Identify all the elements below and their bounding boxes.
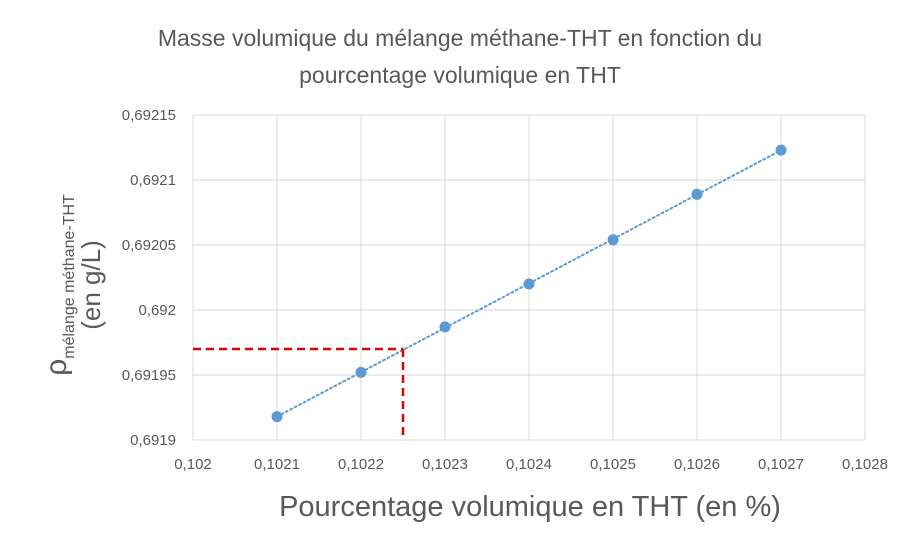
data-point <box>775 144 787 156</box>
x-axis-label: Pourcentage volumique en THT (en %) <box>279 491 781 523</box>
x-tick-labels: 0,102 0,1021 0,1022 0,1023 0,1024 0,1025 0,102… <box>174 456 888 473</box>
y-axis-label-symbol: ρ <box>40 359 73 376</box>
x-tick-label: 0,1021 <box>254 456 300 473</box>
x-tick-label: 0,1023 <box>422 456 468 473</box>
y-tick-labels: 0,6919 0,69195 0,692 0,69205 0,6921 0,69215 <box>122 107 176 449</box>
y-tick-label: 0,6921 <box>130 172 176 189</box>
x-tick-label: 0,1028 <box>842 456 888 473</box>
y-axis-label-unit: (en g/L) <box>76 240 106 330</box>
chart-title-line2: pourcentage volumique en THT <box>299 62 621 88</box>
gridlines <box>192 114 866 441</box>
chart-title-line1: Masse volumique du mélange méthane-THT e… <box>158 25 762 51</box>
x-tick-label: 0,1026 <box>674 456 720 473</box>
data-point <box>523 278 535 290</box>
y-tick-label: 0,69215 <box>122 107 176 124</box>
data-points <box>271 144 787 423</box>
x-tick-label: 0,1024 <box>506 456 552 473</box>
y-tick-label: 0,692 <box>138 302 176 319</box>
reading-lines <box>193 347 405 440</box>
data-point <box>607 234 619 246</box>
y-tick-label: 0,6919 <box>130 432 176 449</box>
y-axis-label: ρmélange méthane-THT (en g/L) <box>40 194 106 376</box>
x-tick-label: 0,1022 <box>338 456 384 473</box>
y-axis-label-subscript: mélange méthane-THT <box>61 194 78 359</box>
x-tick-label: 0,102 <box>174 456 212 473</box>
data-point <box>439 321 451 333</box>
data-point <box>691 188 703 200</box>
data-point <box>271 411 283 423</box>
y-tick-label: 0,69195 <box>122 367 176 384</box>
svg-text:ρmélange méthane-THT: ρmélange méthane-THT <box>40 194 78 376</box>
data-point <box>355 366 367 378</box>
x-tick-label: 0,1027 <box>758 456 804 473</box>
x-tick-label: 0,1025 <box>590 456 636 473</box>
y-tick-label: 0,69205 <box>122 237 176 254</box>
